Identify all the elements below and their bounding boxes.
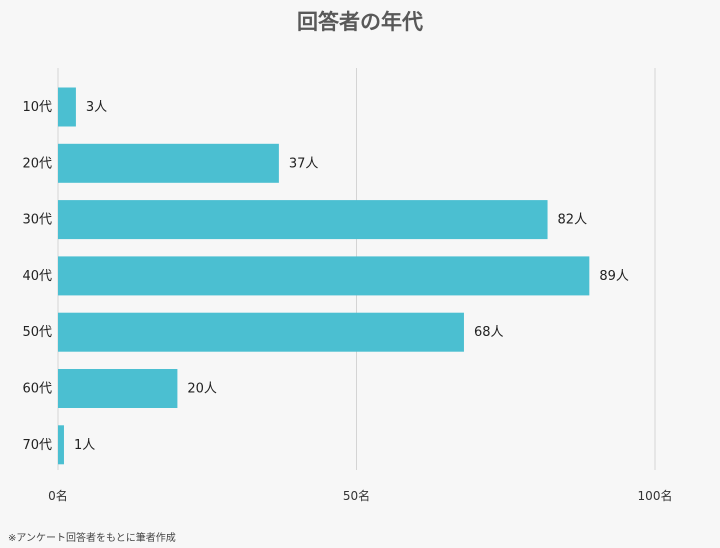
x-tick-label: 50名 — [343, 488, 370, 503]
value-label: 20人 — [187, 382, 217, 397]
category-label: 30代 — [22, 213, 52, 228]
category-label: 70代 — [22, 438, 52, 453]
chart-title: 回答者の年代 — [297, 10, 423, 34]
category-label: 10代 — [22, 100, 52, 115]
category-label: 20代 — [22, 156, 52, 171]
value-label: 82人 — [558, 213, 588, 228]
bar — [58, 143, 279, 183]
value-label: 1人 — [74, 438, 95, 453]
x-tick-label: 0名 — [48, 488, 68, 503]
x-tick-label: 100名 — [638, 488, 673, 503]
bar — [58, 256, 590, 296]
value-label: 3人 — [86, 100, 107, 115]
category-label: 50代 — [22, 325, 52, 340]
value-label: 89人 — [599, 269, 629, 284]
source-note: ※アンケート回答者をもとに筆者作成 — [8, 533, 176, 544]
category-label: 60代 — [22, 382, 52, 397]
bar — [58, 312, 464, 352]
x-tick-labels: 0名 50名 100名 — [48, 488, 672, 503]
category-label: 40代 — [22, 269, 52, 284]
value-label: 37人 — [289, 156, 319, 171]
bars — [58, 87, 590, 465]
value-labels: 3人 37人 82人 89人 68人 20人 1人 — [74, 100, 629, 453]
bar — [58, 87, 76, 127]
bar — [58, 369, 178, 408]
category-labels: 10代 20代 30代 40代 50代 60代 70代 — [22, 100, 52, 453]
bar — [58, 200, 548, 240]
bar — [58, 425, 64, 465]
value-label: 68人 — [474, 325, 504, 340]
